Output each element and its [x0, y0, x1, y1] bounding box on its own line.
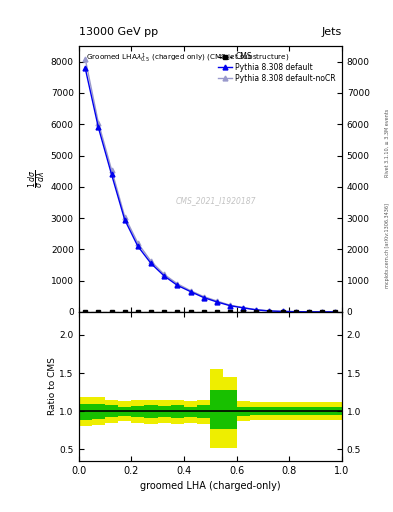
Pythia 8.308 default-noCR [109, 166, 114, 173]
CMS [320, 309, 325, 315]
Pythia 8.308 default [149, 261, 153, 267]
Pythia 8.308 default [267, 308, 272, 314]
Pythia 8.308 default [201, 294, 206, 301]
X-axis label: groomed LHA (charged-only): groomed LHA (charged-only) [140, 481, 281, 491]
CMS [83, 309, 88, 315]
Pythia 8.308 default-noCR [254, 307, 259, 313]
Pythia 8.308 default [175, 282, 180, 288]
Pythia 8.308 default-noCR [83, 55, 88, 61]
CMS [122, 309, 127, 315]
Pythia 8.308 default [254, 307, 259, 313]
CMS [215, 309, 219, 315]
Pythia 8.308 default [241, 305, 246, 311]
Pythia 8.308 default-noCR [215, 298, 219, 304]
Pythia 8.308 default-noCR [267, 308, 272, 314]
Pythia 8.308 default-noCR [96, 120, 101, 126]
Pythia 8.308 default [280, 308, 285, 314]
Pythia 8.308 default [333, 309, 338, 315]
Pythia 8.308 default-noCR [162, 271, 167, 278]
CMS [175, 309, 180, 315]
Pythia 8.308 default-noCR [122, 214, 127, 220]
Pythia 8.308 default-noCR [188, 288, 193, 294]
Pythia 8.308 default [136, 243, 140, 249]
CMS [280, 309, 285, 315]
Pythia 8.308 default [228, 303, 232, 309]
Pythia 8.308 default [83, 65, 88, 71]
CMS [188, 309, 193, 315]
CMS [267, 309, 272, 315]
Pythia 8.308 default [215, 299, 219, 305]
Pythia 8.308 default-noCR [307, 309, 311, 315]
CMS [136, 309, 140, 315]
CMS [307, 309, 311, 315]
Pythia 8.308 default-noCR [294, 309, 298, 315]
Line: Pythia 8.308 default-noCR: Pythia 8.308 default-noCR [83, 56, 338, 314]
Pythia 8.308 default-noCR [201, 293, 206, 300]
Text: 13000 GeV pp: 13000 GeV pp [79, 27, 158, 37]
CMS [149, 309, 153, 315]
Pythia 8.308 default [109, 171, 114, 177]
Pythia 8.308 default [162, 273, 167, 279]
Pythia 8.308 default [307, 309, 311, 315]
Pythia 8.308 default-noCR [241, 305, 246, 311]
CMS [162, 309, 167, 315]
Text: Groomed LHA$\lambda^1_{0.5}$ (charged only) (CMS jet substructure): Groomed LHA$\lambda^1_{0.5}$ (charged on… [86, 51, 290, 65]
CMS [241, 309, 246, 315]
Pythia 8.308 default-noCR [333, 309, 338, 315]
CMS [96, 309, 101, 315]
Text: mcplots.cern.ch [arXiv:1306.3436]: mcplots.cern.ch [arXiv:1306.3436] [385, 203, 390, 288]
Pythia 8.308 default-noCR [136, 240, 140, 246]
Line: Pythia 8.308 default: Pythia 8.308 default [83, 66, 338, 314]
CMS [228, 309, 232, 315]
CMS [333, 309, 338, 315]
Line: CMS: CMS [83, 310, 338, 314]
CMS [254, 309, 259, 315]
CMS [201, 309, 206, 315]
Pythia 8.308 default [188, 289, 193, 295]
Text: Rivet 3.1.10, ≥ 3.3M events: Rivet 3.1.10, ≥ 3.3M events [385, 109, 390, 178]
Y-axis label: $\frac{1}{\sigma}\frac{d\sigma}{d\lambda}$: $\frac{1}{\sigma}\frac{d\sigma}{d\lambda… [26, 170, 48, 188]
Pythia 8.308 default-noCR [320, 309, 325, 315]
Text: Jets: Jets [321, 27, 342, 37]
Pythia 8.308 default-noCR [228, 302, 232, 308]
Pythia 8.308 default [122, 217, 127, 223]
Text: CMS_2021_I1920187: CMS_2021_I1920187 [175, 196, 256, 205]
Pythia 8.308 default-noCR [149, 258, 153, 264]
Pythia 8.308 default-noCR [280, 308, 285, 314]
Pythia 8.308 default-noCR [175, 281, 180, 287]
CMS [109, 309, 114, 315]
Legend: CMS, Pythia 8.308 default, Pythia 8.308 default-noCR: CMS, Pythia 8.308 default, Pythia 8.308 … [216, 50, 338, 86]
Pythia 8.308 default [96, 124, 101, 131]
Pythia 8.308 default [294, 309, 298, 315]
Y-axis label: Ratio to CMS: Ratio to CMS [48, 357, 57, 415]
CMS [294, 309, 298, 315]
Pythia 8.308 default [320, 309, 325, 315]
